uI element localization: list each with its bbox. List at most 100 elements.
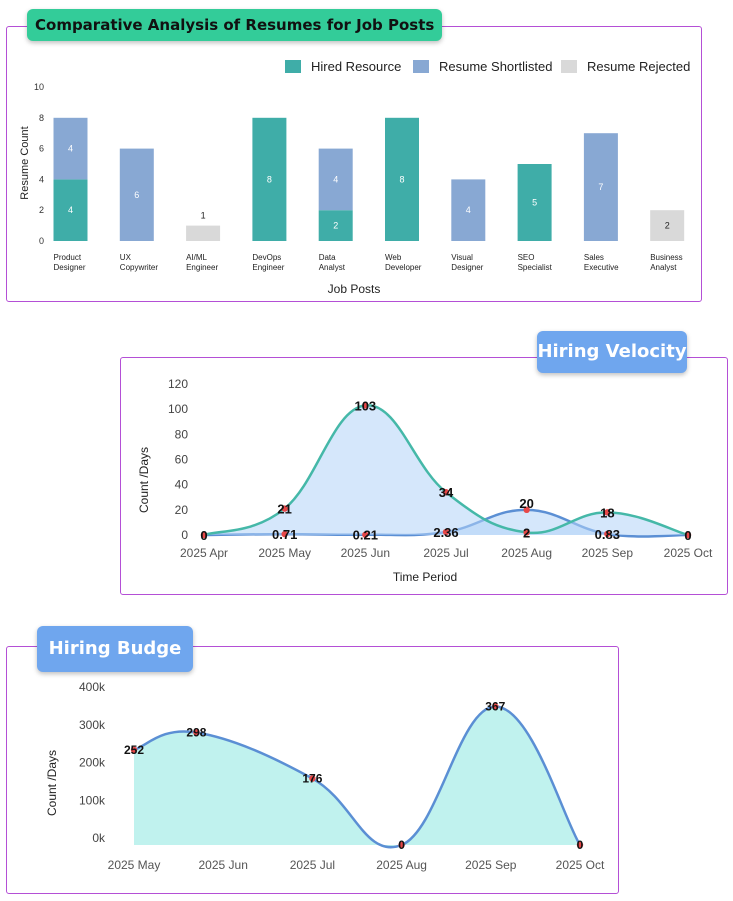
data-point	[200, 531, 208, 539]
y-tick-label: 0	[181, 528, 188, 542]
data-point	[281, 505, 288, 512]
bar-value-label: 4	[466, 205, 471, 215]
chart3-title: Hiring Budge	[37, 626, 193, 672]
legend-shortlisted: Resume Shortlisted	[413, 59, 552, 74]
x-tick-label: Developer	[385, 263, 422, 272]
bar-resume-rejected	[650, 210, 685, 241]
legend-hired: Hired Resource	[285, 59, 401, 74]
bar-value-label: 8	[399, 174, 404, 184]
data-point	[442, 528, 450, 536]
x-tick-label: 2025 Jun	[341, 546, 390, 560]
x-tick-label: Sales	[584, 253, 604, 262]
y-axis-label: Count /Days	[45, 750, 59, 816]
data-point	[684, 531, 692, 539]
bar-hired-resource	[385, 117, 419, 241]
y-tick-label: 200k	[79, 756, 106, 770]
x-tick-label: Designer	[54, 263, 86, 272]
x-tick-label: UX	[120, 253, 132, 262]
y-tick-label: 2	[39, 205, 44, 215]
legend-rejected-swatch	[561, 60, 577, 73]
x-tick-label: Visual	[451, 253, 473, 262]
data-point	[576, 841, 584, 849]
bar-hired-resource	[53, 179, 88, 241]
data-label: 0	[577, 838, 584, 852]
y-tick-label: 0k	[92, 831, 106, 845]
x-tick-label: 2025 Oct	[556, 858, 605, 872]
bar-resume-shortlisted	[53, 117, 88, 180]
data-point	[281, 530, 288, 538]
bar-hired-resource	[252, 117, 287, 241]
legend-hired-label: Hired Resource	[311, 59, 402, 74]
x-tick-label: 2025 Jun	[199, 858, 248, 872]
bar-resume-rejected	[186, 225, 221, 241]
y-tick-label: 6	[39, 144, 44, 154]
bar-value-label: 4	[68, 205, 73, 215]
y-axis-label: Count /Days	[137, 447, 151, 513]
bar-value-label: 2	[665, 221, 670, 231]
series-area	[204, 405, 688, 535]
bar-value-label: 6	[134, 190, 139, 200]
x-tick-label: SEO	[518, 253, 535, 262]
x-tick-label: 2025 Aug	[501, 546, 552, 560]
x-tick-label: 2025 Jul	[423, 546, 468, 560]
x-tick-label: 2025 May	[108, 858, 161, 872]
legend-shortlisted-label: Resume Shortlisted	[439, 59, 553, 74]
x-tick-label: Data	[319, 253, 336, 262]
bar-resume-shortlisted	[451, 179, 486, 241]
data-point	[362, 402, 369, 409]
x-tick-label: Product	[54, 253, 82, 262]
y-tick-label: 300k	[79, 718, 106, 732]
x-tick-label: DevOps	[252, 253, 281, 262]
x-tick-label: AI/ML	[186, 253, 207, 262]
bar-hired-resource	[517, 164, 552, 241]
bar-value-label: 4	[333, 174, 338, 184]
y-tick-label: 100	[168, 402, 188, 416]
bar-value-label: 1	[201, 211, 206, 221]
x-tick-label: 2025 May	[258, 546, 311, 560]
y-tick-label: 4	[39, 174, 44, 184]
data-point	[523, 529, 530, 536]
data-label: 21	[277, 502, 291, 517]
y-tick-label: 0	[39, 236, 44, 246]
data-label: 0	[684, 528, 691, 543]
x-tick-label: 2025 Apr	[180, 546, 228, 560]
bar-value-label: 2	[333, 221, 338, 231]
bar-value-label: 8	[267, 174, 272, 184]
x-axis-label: Job Posts	[328, 282, 381, 296]
data-label: 0	[200, 528, 207, 543]
x-tick-label: 2025 Oct	[664, 546, 713, 560]
data-point	[130, 746, 138, 754]
data-label: 0	[398, 838, 405, 852]
x-tick-label: Copywriter	[120, 263, 159, 272]
y-tick-label: 400k	[79, 680, 106, 694]
x-tick-label: Business	[650, 253, 682, 262]
data-point	[398, 841, 405, 849]
data-point	[492, 703, 499, 710]
data-point	[604, 530, 611, 538]
data-label: 103	[354, 398, 376, 413]
y-tick-label: 40	[175, 478, 189, 492]
x-tick-label: Engineer	[186, 263, 218, 272]
x-tick-label: Engineer	[252, 263, 284, 272]
bar-resume-shortlisted	[318, 148, 353, 211]
data-label: 367	[485, 699, 505, 713]
legend-rejected: Resume Rejected	[561, 59, 690, 74]
x-axis-label: Time Period	[393, 570, 457, 584]
x-tick-label: 2025 Jul	[290, 858, 335, 872]
data-point	[362, 531, 369, 538]
x-tick-label: Web	[385, 253, 402, 262]
chart1-title: Comparative Analysis of Resumes for Job …	[27, 9, 443, 41]
data-label: 34	[439, 485, 454, 500]
data-label: 20	[519, 496, 533, 511]
data-label: 252	[124, 743, 144, 757]
legend-hired-swatch	[285, 60, 301, 73]
data-label: 2	[523, 525, 530, 540]
x-tick-label: Designer	[451, 263, 483, 272]
bar-resume-shortlisted	[119, 148, 154, 241]
legend-shortlisted-swatch	[413, 60, 429, 73]
bar-resume-shortlisted	[583, 133, 618, 241]
x-tick-label: Analyst	[319, 263, 346, 272]
data-label: 0.21	[353, 528, 378, 543]
